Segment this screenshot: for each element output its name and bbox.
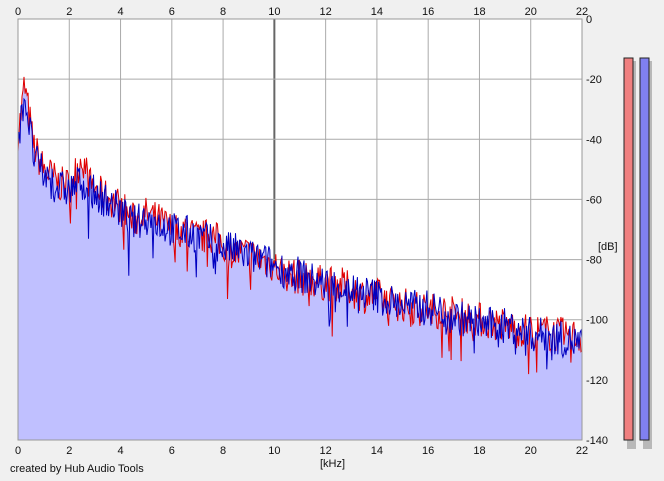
level-meters bbox=[623, 57, 652, 449]
x-tick-label-bottom: 8 bbox=[220, 445, 226, 457]
x-tick-label-bottom: 0 bbox=[15, 445, 21, 457]
spectrum-fill bbox=[18, 76, 582, 441]
x-tick-label-top: 6 bbox=[169, 6, 175, 18]
x-tick-label-top: 16 bbox=[422, 6, 434, 18]
x-tick-label-bottom: 18 bbox=[473, 445, 485, 457]
y-tick-label: -20 bbox=[586, 74, 602, 86]
x-tick-label-bottom: 6 bbox=[169, 445, 175, 457]
x-axis-unit-label: [kHz] bbox=[320, 458, 346, 470]
x-tick-label-top: 10 bbox=[268, 6, 280, 18]
y-tick-label: -60 bbox=[586, 194, 602, 206]
x-tick-label-bottom: 2 bbox=[66, 445, 72, 457]
x-tick-label-top: 22 bbox=[576, 6, 588, 18]
spectrum-area bbox=[18, 76, 582, 441]
x-tick-label-top: 8 bbox=[220, 6, 226, 18]
x-tick-label-bottom: 20 bbox=[525, 445, 537, 457]
plot-border bbox=[17, 18, 583, 441]
x-tick-label-top: 20 bbox=[525, 6, 537, 18]
x-tick-label-top: 4 bbox=[117, 6, 123, 18]
x-tick-label-bottom: 16 bbox=[422, 445, 434, 457]
x-tick-label-bottom: 22 bbox=[576, 445, 588, 457]
y-tick-label: -100 bbox=[586, 315, 608, 327]
tick-labels: 002244668810101212141416161818202022220-… bbox=[15, 6, 608, 457]
y-tick-label: -40 bbox=[586, 134, 602, 146]
series-line-2 bbox=[17, 97, 583, 370]
y-tick-label: -120 bbox=[586, 375, 608, 387]
y-tick-label: 0 bbox=[586, 14, 592, 26]
credit-text: created by Hub Audio Tools bbox=[10, 463, 144, 475]
x-tick-label-top: 2 bbox=[66, 6, 72, 18]
x-tick-label-top: 14 bbox=[371, 6, 383, 18]
x-tick-label-top: 0 bbox=[15, 6, 21, 18]
y-tick-label: -80 bbox=[586, 255, 602, 267]
x-tick-label-bottom: 4 bbox=[117, 445, 123, 457]
meter-right bbox=[639, 57, 650, 441]
series-lines bbox=[17, 76, 583, 375]
meter-left bbox=[623, 57, 634, 441]
x-tick-label-top: 12 bbox=[320, 6, 332, 18]
x-tick-label-top: 18 bbox=[473, 6, 485, 18]
y-axis-unit-label: [dB] bbox=[598, 241, 618, 253]
x-tick-label-bottom: 10 bbox=[268, 445, 280, 457]
x-tick-label-bottom: 12 bbox=[320, 445, 332, 457]
y-tick-label: -140 bbox=[586, 435, 608, 447]
x-tick-label-bottom: 14 bbox=[371, 445, 383, 457]
